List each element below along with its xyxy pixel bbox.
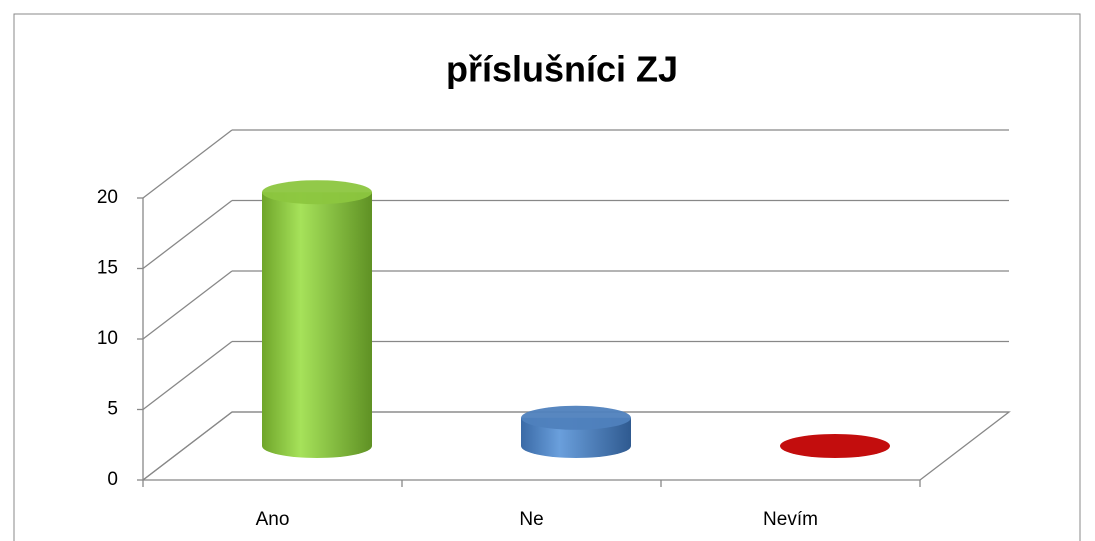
grid-line (142, 411, 233, 481)
x-tick-label: Ano (256, 509, 290, 530)
grid-line (142, 129, 233, 199)
y-tick-label: 5 (107, 399, 118, 420)
grid-line (142, 270, 233, 340)
grid-line (142, 199, 233, 270)
x-tick-label: Nevím (763, 509, 818, 530)
chart-frame (13, 13, 1081, 541)
y-tick-label: 20 (97, 187, 118, 208)
chart-title: příslušníci ZJ (446, 49, 678, 90)
bar (521, 405, 631, 458)
y-tick-label: 0 (107, 469, 118, 490)
x-tick-label: Ne (519, 509, 543, 530)
grid-line (142, 340, 233, 411)
y-tick-label: 15 (97, 258, 118, 279)
bar (262, 180, 372, 458)
y-tick-label: 10 (97, 328, 118, 349)
bar (780, 434, 890, 458)
